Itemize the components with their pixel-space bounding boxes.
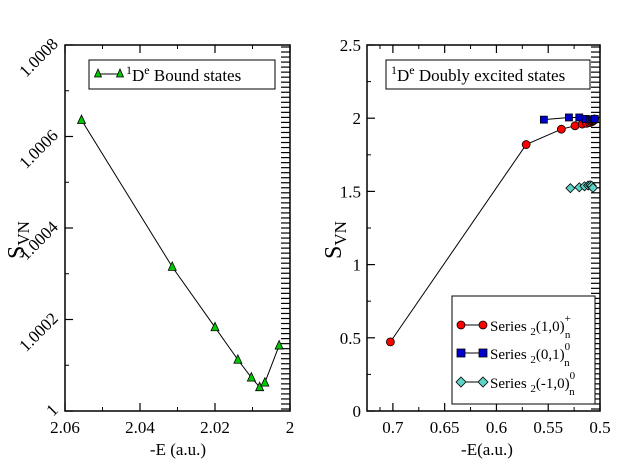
x-tick-label: 2.04 <box>125 418 155 437</box>
data-point <box>556 124 566 134</box>
right-x-axis-label: -E(a.u.) <box>461 440 513 459</box>
data-point <box>233 353 243 364</box>
left-plot-frame <box>64 44 291 412</box>
data-point <box>587 182 599 193</box>
x-tick-label: 2.06 <box>50 418 80 437</box>
x-tick-label: 2.02 <box>200 418 230 437</box>
right-top-legend-label: 1De Doubly excited states <box>391 63 565 85</box>
left-legend: 1De Bound states <box>88 59 276 90</box>
right-top-legend: 1De Doubly excited states <box>385 59 591 90</box>
left-series-markers <box>76 114 284 392</box>
data-point <box>76 114 87 124</box>
right-top-legend-box <box>385 59 591 90</box>
data-point <box>570 121 580 131</box>
legend-marker-series-3-right <box>477 376 489 388</box>
data-point <box>521 140 531 149</box>
left-x-axis-label: -E (a.u.) <box>150 440 206 459</box>
legend-label-series-1: Series 2(1,0)+ n <box>490 313 571 341</box>
data-point <box>260 376 270 387</box>
y-tick-label: 1 <box>42 400 61 419</box>
left-legend-marker-right <box>115 68 125 78</box>
data-point <box>167 260 177 271</box>
x-tick-label: 0.5 <box>589 418 610 437</box>
left-x-axis: 2.06 2.04 2.02 2 <box>50 45 294 437</box>
legend-label-series-2: Series 2(0,1)0 n <box>490 341 571 369</box>
right-y-axis: 0 0.5 1 1.5 2 2.5 <box>340 36 375 421</box>
legend-marker-series-2-right <box>478 348 488 358</box>
x-tick-label: 0.65 <box>430 418 460 437</box>
legend-marker-series-1-left <box>456 320 466 330</box>
left-legend-marker-left <box>93 68 103 78</box>
data-point <box>539 115 548 124</box>
y-tick-label: 2 <box>353 109 362 128</box>
legend-marker-series-3-left <box>455 376 467 388</box>
left-right-edge-hatch <box>281 46 290 410</box>
y-tick-label: 1 <box>353 256 362 275</box>
right-y-axis-label: SVN <box>321 221 350 259</box>
x-tick-label: 0.6 <box>486 418 507 437</box>
x-tick-label: 0.7 <box>382 418 404 437</box>
y-tick-label: 2.5 <box>340 36 361 55</box>
right-panel: 0.7 0.65 0.6 0.55 0.5 00.511.522.5 -E(a.u.) … <box>321 36 611 459</box>
right-series-markers <box>386 113 600 347</box>
data-point <box>386 337 395 347</box>
data-point <box>590 115 599 123</box>
legend-marker-series-1-right <box>478 320 488 330</box>
y-tick-label: 1.0002 <box>15 309 61 355</box>
y-tick-label: 1.5 <box>340 182 361 201</box>
y-tick-label: 1.0008 <box>15 34 61 80</box>
data-point <box>274 339 284 350</box>
y-tick-label: 1.0006 <box>15 126 61 172</box>
left-series-lines <box>81 119 280 388</box>
legend-marker-series-2-left <box>456 348 466 358</box>
data-point <box>565 183 576 194</box>
legend-entry-series-3: Series 2(-1,0)0 n <box>455 370 576 398</box>
data-point <box>210 321 220 332</box>
series-line-1 <box>81 119 280 388</box>
x-tick-label: 0.55 <box>533 418 563 437</box>
left-panel: 2.06 2.04 2.02 2 11.00021.00041.00061.0008 … <box>4 34 294 459</box>
right-bottom-legend-box <box>451 295 596 405</box>
x-tick-label: 2 <box>286 418 295 437</box>
data-point <box>246 371 257 382</box>
data-point <box>565 113 573 122</box>
legend-entry-series-2: Series 2(0,1)0 n <box>456 341 571 369</box>
right-x-axis: 0.7 0.65 0.6 0.55 0.5 <box>379 45 611 437</box>
left-legend-label: 1De Bound states <box>126 63 241 85</box>
y-tick-label: 0.5 <box>340 329 361 348</box>
left-y-axis-label: SVN <box>4 221 33 259</box>
legend-entry-series-1: Series 2(1,0)+ n <box>456 313 571 341</box>
y-tick-label: 0 <box>353 402 362 421</box>
legend-label-series-3: Series 2(-1,0)0 n <box>490 370 576 398</box>
right-bottom-legend: Series 2(1,0)+ n Series 2(0,1)0 n Series 2… <box>451 295 596 405</box>
